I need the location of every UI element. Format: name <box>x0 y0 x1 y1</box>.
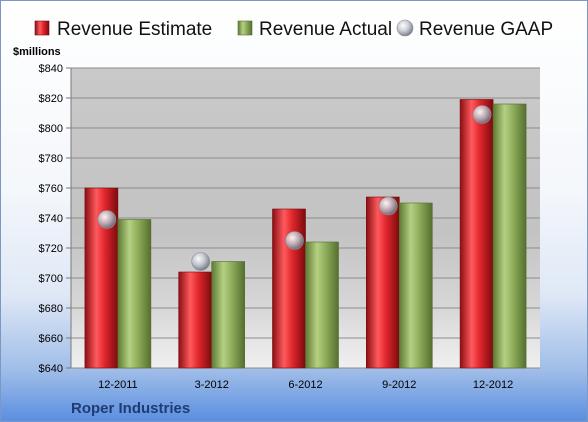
bar-revenue-actual <box>492 103 527 369</box>
y-tick-label: $780 <box>39 153 63 165</box>
legend: Revenue Estimate Revenue Actual Revenue … <box>34 19 553 40</box>
marker-revenue-gaap <box>97 210 117 229</box>
bar-revenue-actual <box>211 261 245 369</box>
y-tick-label: $820 <box>39 93 63 105</box>
bar-revenue-actual <box>117 219 152 369</box>
marker-revenue-gaap <box>191 252 210 271</box>
x-axis-ticks: 12-2011 3-2012 6-2012 9-2012 12-2012 <box>98 379 513 391</box>
x-tick-label: 9-2012 <box>382 379 416 391</box>
y-tick-label: $740 <box>39 213 63 225</box>
y-tick-label: $800 <box>39 123 63 135</box>
y-axis-ticks: $640 $660 $680 $700 $720 $740 $760 $780 $800 $820… <box>39 63 63 375</box>
marker-revenue-gaap <box>285 231 304 250</box>
marker-revenue-gaap <box>472 105 492 124</box>
legend-swatch-estimate <box>34 20 50 36</box>
x-tick-label: 12-2011 <box>98 379 138 391</box>
bar-revenue-estimate <box>459 99 494 369</box>
legend-label-actual: Revenue Actual <box>259 19 392 40</box>
bar-revenue-estimate <box>178 271 212 369</box>
y-tick-label: $660 <box>39 333 63 345</box>
legend-swatch-actual <box>237 20 253 36</box>
legend-marker-gaap <box>396 19 414 37</box>
legend-label-estimate: Revenue Estimate <box>57 19 212 40</box>
y-tick-label: $760 <box>39 183 63 195</box>
y-tick-label: $640 <box>39 363 63 375</box>
y-axis-unit-label: $millions <box>13 46 61 58</box>
marker-revenue-gaap <box>378 196 398 216</box>
x-tick-label: 3-2012 <box>195 379 229 391</box>
gaap-markers <box>97 105 492 271</box>
x-tick-label: 12-2012 <box>473 379 513 391</box>
company-name: Roper Industries <box>71 400 190 417</box>
y-tick-label: $680 <box>39 303 63 315</box>
x-tick-label: 6-2012 <box>288 379 322 391</box>
legend-label-gaap: Revenue GAAP <box>419 19 553 40</box>
bars <box>84 99 527 369</box>
bar-revenue-actual <box>398 202 433 369</box>
bar-revenue-actual <box>305 241 339 369</box>
y-tick-label: $840 <box>39 63 63 75</box>
bar-revenue-estimate <box>365 196 400 369</box>
bar-revenue-estimate <box>272 208 306 369</box>
y-tick-label: $700 <box>39 273 63 285</box>
y-tick-label: $720 <box>39 243 63 255</box>
